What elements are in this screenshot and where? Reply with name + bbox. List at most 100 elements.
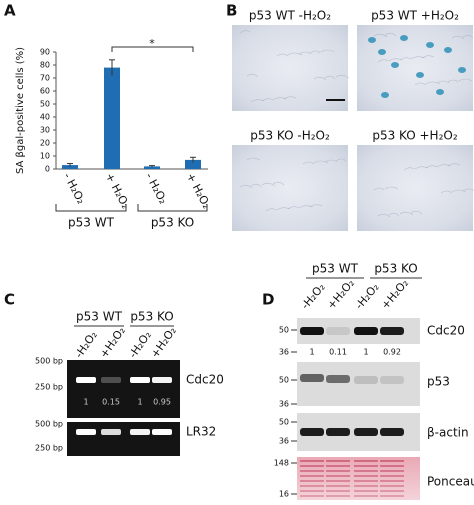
- blot-band: [326, 428, 350, 436]
- cell: [250, 183, 262, 188]
- ponceau-band: [354, 465, 378, 467]
- cell: [462, 34, 474, 39]
- x-tick-label: + H₂O₂: [184, 171, 214, 211]
- cell: [388, 212, 400, 217]
- gel-band: [101, 429, 121, 435]
- y-tick-label: 10: [40, 152, 50, 161]
- lane-label: -H₂O₂: [299, 281, 328, 312]
- blot-band: [380, 376, 404, 384]
- cell: [384, 32, 397, 37]
- cell: [335, 158, 347, 162]
- panel-label: B: [226, 2, 237, 20]
- ponceau-band: [380, 495, 404, 497]
- cell: [335, 74, 350, 79]
- cell: [403, 167, 415, 171]
- ponceau-band: [354, 495, 378, 497]
- cell: [302, 161, 315, 165]
- x-tick-label: - H₂O₂: [143, 171, 170, 206]
- micrograph: [357, 25, 473, 111]
- image-label: p53 WT +H₂O₂: [371, 9, 459, 23]
- ponceau-band: [326, 490, 350, 492]
- blot-name: Cdc20: [427, 324, 465, 338]
- cell: [239, 30, 251, 34]
- cell: [246, 157, 261, 161]
- cell: [425, 165, 438, 169]
- ponceau-band: [326, 495, 350, 497]
- ponceau-band: [380, 475, 404, 477]
- lane-label: -H₂O₂: [72, 329, 100, 361]
- ponceau-band: [380, 470, 404, 472]
- stained-cell: [368, 37, 376, 43]
- cell: [436, 164, 452, 168]
- quantification: 0.92: [383, 348, 401, 357]
- cell: [287, 52, 303, 56]
- blot: [297, 362, 420, 406]
- ponceau-band: [354, 485, 378, 487]
- y-axis-label: SA βgal-positive cells (%): [15, 47, 26, 174]
- image-label: p53 KO +H₂O₂: [372, 129, 458, 143]
- cell: [447, 79, 459, 83]
- ponceau-band: [300, 485, 324, 487]
- y-tick-label: 30: [40, 126, 50, 135]
- gel-band: [130, 377, 150, 383]
- cell: [451, 35, 465, 40]
- y-tick-label: 60: [40, 87, 50, 96]
- ponceau-band: [300, 470, 324, 472]
- cell: [324, 159, 338, 163]
- ponceau-band: [354, 475, 378, 477]
- significance-bracket: [111, 46, 194, 52]
- ponceau-band: [326, 465, 350, 467]
- cells: [239, 157, 347, 212]
- cell: [283, 96, 297, 100]
- cell: [410, 210, 423, 215]
- ponceau-band: [380, 465, 404, 467]
- cell: [298, 205, 314, 209]
- lane-label: +H₂O₂: [97, 324, 128, 360]
- group-bracket: [137, 204, 208, 212]
- group-label: p53 WT: [76, 310, 123, 324]
- cells: [373, 32, 474, 86]
- quantification: 0.15: [102, 398, 120, 407]
- marker-label: 50: [279, 326, 289, 335]
- cell: [377, 59, 389, 63]
- image-label: p53 KO -H₂O₂: [250, 129, 330, 143]
- stained-cell: [400, 35, 408, 41]
- blot-band: [354, 428, 378, 436]
- y-tick-label: 90: [40, 48, 50, 57]
- gel-name: Cdc20: [186, 373, 224, 387]
- stained-cell: [378, 49, 386, 55]
- stained-cell: [426, 42, 434, 48]
- ponceau-band: [300, 490, 324, 492]
- marker-label: 500 bp: [35, 357, 63, 366]
- marker-label: 36: [279, 400, 289, 409]
- marker-label: 36: [279, 348, 289, 357]
- stained-cell: [458, 67, 466, 73]
- cell: [276, 53, 289, 57]
- cell: [440, 190, 453, 194]
- micrograph: [357, 145, 473, 231]
- blot-band: [380, 428, 404, 436]
- blot-name: Ponceau S: [427, 475, 474, 489]
- cell: [313, 76, 327, 81]
- blot-band: [300, 327, 324, 335]
- panel-label: D: [262, 291, 274, 309]
- ponceau-band: [326, 475, 350, 477]
- gel-band: [101, 377, 121, 383]
- ponceau-band: [326, 480, 350, 482]
- cell: [399, 57, 412, 61]
- cell: [384, 186, 399, 190]
- cell: [425, 81, 441, 85]
- gel-band: [130, 429, 150, 435]
- cell: [239, 184, 253, 189]
- group-label: p53 KO: [130, 310, 173, 324]
- cell: [373, 187, 385, 191]
- marker-label: 250 bp: [35, 383, 63, 392]
- micrograph: [232, 145, 348, 231]
- cell: [399, 211, 414, 216]
- marker-label: 250 bp: [35, 444, 63, 453]
- cell: [309, 204, 323, 208]
- stained-cell: [444, 47, 452, 53]
- cells: [373, 163, 474, 218]
- ponceau-band: [354, 490, 378, 492]
